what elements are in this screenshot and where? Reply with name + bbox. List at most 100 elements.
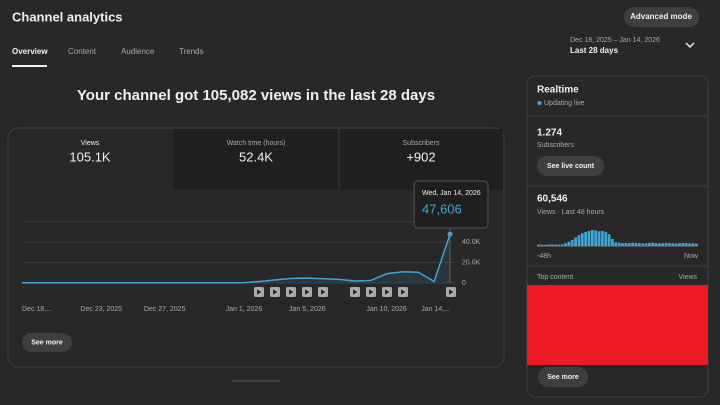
top-content-column: Views bbox=[678, 274, 697, 281]
metric-label: Watch time (hours) bbox=[227, 140, 286, 147]
x-tick-label: Jan 1, 2026 bbox=[226, 306, 263, 313]
bar bbox=[668, 243, 671, 246]
bar bbox=[694, 243, 698, 246]
x-tick-label: Now bbox=[684, 253, 699, 260]
x-tick-label: Dec 18,... bbox=[22, 306, 52, 313]
button-bg bbox=[624, 7, 699, 27]
bar bbox=[594, 230, 598, 246]
bar bbox=[627, 243, 631, 246]
x-tick-label: Dec 27, 2025 bbox=[144, 306, 186, 313]
button-label: See live count bbox=[547, 163, 595, 170]
bar bbox=[684, 243, 688, 246]
top-content-title: Top content bbox=[537, 274, 573, 281]
page-title: Channel analytics bbox=[12, 9, 123, 24]
bar bbox=[651, 242, 655, 246]
bar bbox=[614, 242, 618, 246]
bar bbox=[587, 230, 591, 246]
views-count: 60,546 bbox=[537, 194, 568, 205]
realtime-title: Realtime bbox=[537, 85, 579, 96]
period: Last 28 days bbox=[570, 46, 619, 55]
bar bbox=[557, 244, 561, 246]
scroll-indicator bbox=[232, 380, 280, 382]
redacted-content bbox=[527, 285, 708, 365]
bar bbox=[544, 244, 547, 246]
bar bbox=[580, 233, 584, 246]
x-tick-label: -48h bbox=[537, 253, 551, 260]
advanced-mode-button[interactable]: Advanced mode bbox=[624, 7, 699, 27]
metric-value: 105.1K bbox=[69, 149, 111, 164]
metric-value: +902 bbox=[406, 149, 435, 164]
bar bbox=[577, 235, 581, 246]
date-range-picker[interactable]: Dec 18, 2025 – Jan 14, 2026 Last 28 days bbox=[570, 37, 695, 55]
realtime-chart: -48h Now bbox=[537, 230, 699, 260]
bar bbox=[658, 243, 661, 246]
bar bbox=[647, 242, 651, 246]
metric-tab[interactable]: Watch time (hours) 52.4K bbox=[227, 140, 286, 165]
inactive-metric-bg bbox=[173, 129, 503, 190]
metric-label: Subscribers bbox=[403, 140, 440, 147]
button-bg bbox=[22, 333, 72, 352]
bar bbox=[678, 243, 681, 246]
bar bbox=[621, 243, 624, 246]
bar bbox=[674, 243, 678, 246]
bar bbox=[671, 243, 675, 246]
tooltip-date: Wed, Jan 14, 2026 bbox=[422, 190, 481, 197]
views-chart: 0 20.0K 40.0K Dec 18,... Dec 23, 2025 Dec 27,… bbox=[22, 221, 481, 313]
subscriber-label: Subscribers bbox=[537, 142, 574, 149]
bar bbox=[540, 244, 544, 246]
metric-label: Views bbox=[81, 140, 100, 147]
bar bbox=[604, 231, 608, 246]
tab-underline bbox=[12, 65, 47, 67]
metric-tab[interactable]: Views 105.1K bbox=[69, 140, 111, 165]
video-marker-icon bbox=[257, 289, 262, 295]
video-marker-icon bbox=[401, 289, 406, 295]
video-marker-icon bbox=[273, 289, 278, 295]
bar bbox=[654, 243, 658, 246]
bar bbox=[601, 230, 604, 246]
button-bg bbox=[538, 367, 588, 387]
button-label: See more bbox=[547, 374, 579, 381]
bar bbox=[634, 242, 638, 246]
tab[interactable]: Trends bbox=[179, 47, 204, 56]
tab[interactable]: Audience bbox=[121, 47, 155, 56]
live-count-button[interactable]: See live count bbox=[537, 156, 604, 176]
x-tick-label: Jan 10, 2026 bbox=[366, 306, 407, 313]
bar bbox=[570, 239, 574, 246]
bar bbox=[637, 243, 641, 246]
bar bbox=[661, 243, 665, 246]
video-marker-icon bbox=[305, 289, 310, 295]
tab[interactable]: Content bbox=[68, 47, 97, 56]
button-label: Advanced mode bbox=[630, 12, 692, 21]
video-marker-icon bbox=[369, 289, 374, 295]
live-dot bbox=[537, 101, 542, 105]
bar bbox=[550, 244, 554, 246]
bar bbox=[607, 234, 611, 246]
bar bbox=[664, 242, 668, 246]
video-marker-icon bbox=[385, 289, 390, 295]
bar bbox=[691, 243, 695, 246]
y-tick-label: 40.0K bbox=[462, 239, 481, 246]
y-tick-label: 0 bbox=[462, 280, 466, 287]
bar bbox=[681, 242, 685, 246]
bar bbox=[624, 242, 628, 246]
bar bbox=[617, 242, 621, 246]
metric-tab[interactable]: Subscribers +902 bbox=[403, 140, 440, 165]
tab[interactable]: Overview bbox=[12, 47, 48, 56]
tooltip: Wed, Jan 14, 2026 47,606 bbox=[413, 180, 489, 229]
bar bbox=[564, 243, 567, 246]
tooltip-box bbox=[413, 180, 489, 229]
button-bg bbox=[537, 156, 604, 176]
video-marker-icon bbox=[321, 289, 326, 295]
area bbox=[22, 234, 450, 283]
bar bbox=[554, 244, 557, 246]
bar bbox=[560, 244, 564, 246]
views-label: Views · Last 48 hours bbox=[537, 209, 605, 216]
bar bbox=[688, 243, 691, 246]
bar bbox=[597, 231, 601, 246]
see-more-button[interactable]: See more bbox=[538, 367, 588, 387]
video-marker-icon bbox=[289, 289, 294, 295]
bar bbox=[567, 241, 571, 246]
see-more-button[interactable]: See more bbox=[22, 333, 72, 352]
